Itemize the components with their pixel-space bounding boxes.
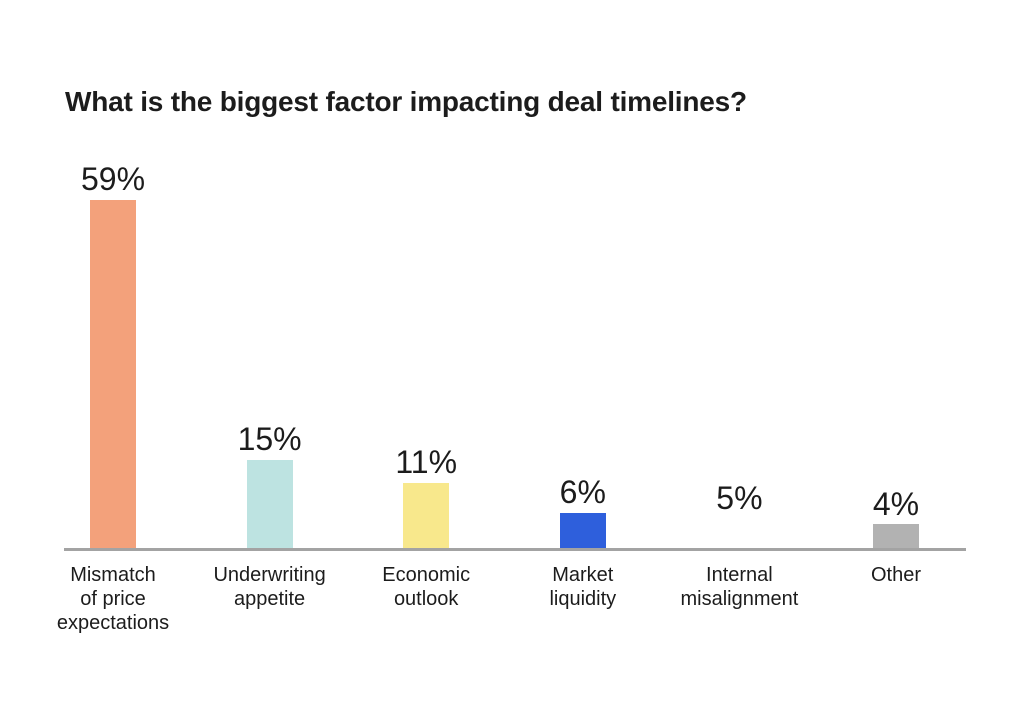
bar-category-label: Other xyxy=(806,563,986,587)
x-axis-line xyxy=(64,548,966,551)
bar-category-label: Underwriting appetite xyxy=(180,563,360,611)
bar xyxy=(873,524,919,548)
bar xyxy=(559,512,606,548)
bar-category-label-line: expectations xyxy=(56,612,170,634)
chart-title: What is the biggest factor impacting dea… xyxy=(65,86,747,117)
bar-value-label: 15% xyxy=(237,420,302,457)
bar-category-label: Mismatch of price expectations xyxy=(23,563,203,635)
bar-category-label-line: Other xyxy=(870,564,922,586)
bar xyxy=(716,518,763,548)
bar-category-label-line: liquidity xyxy=(549,588,617,610)
bar-category-label: Economic outlook xyxy=(336,563,516,611)
bar-category-label-line: Economic xyxy=(382,564,471,586)
bar-value-label: 4% xyxy=(872,485,920,522)
bar-category-label-line: Internal xyxy=(706,564,773,586)
bar xyxy=(246,459,293,548)
bar-category-label: Market liquidity xyxy=(493,563,673,611)
bar-category-label-line: outlook xyxy=(393,588,459,610)
bar-category-label-line: Mismatch xyxy=(70,564,156,586)
bar-category-label-line: of price xyxy=(80,588,146,610)
bar-value-label: 59% xyxy=(80,161,146,198)
bar xyxy=(90,199,136,548)
bar-value-label: 5% xyxy=(716,479,763,516)
bar-value-label: 11% xyxy=(395,444,458,481)
bar-category-label-line: Market xyxy=(552,564,614,586)
bar-category-label-line: misalignment xyxy=(680,588,799,610)
bar-category-label: Internal misalignment xyxy=(649,563,829,611)
bar-category-label-line: Underwriting xyxy=(213,564,326,586)
bar-value-label: 6% xyxy=(559,473,606,510)
bar-category-label-line: appetite xyxy=(234,588,306,610)
bar xyxy=(403,483,450,548)
